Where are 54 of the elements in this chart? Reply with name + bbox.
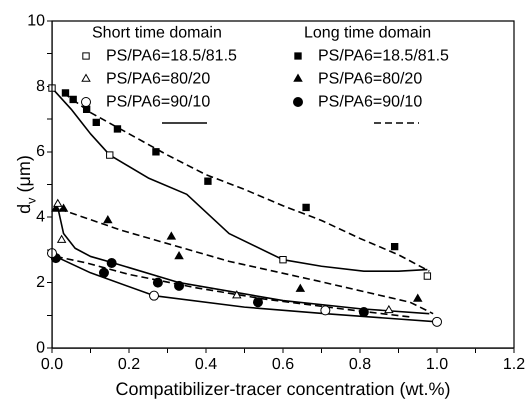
- point: [53, 199, 62, 207]
- y-tick-label: 0: [36, 339, 46, 356]
- x-tick-label: 1.0: [426, 356, 448, 374]
- y-tick-label: 8: [36, 78, 46, 95]
- x-tick-label: 0.4: [194, 356, 218, 374]
- point: [149, 290, 160, 301]
- point: [232, 290, 242, 298]
- point: [204, 178, 212, 185]
- x-tick-label: 0.8: [348, 356, 372, 374]
- point: [279, 256, 287, 264]
- legend-label: PS/PA6=90/10: [106, 93, 210, 110]
- x-tick-label: 0.0: [40, 356, 64, 374]
- point: [302, 204, 310, 212]
- point: [98, 268, 109, 278]
- point: [320, 305, 330, 316]
- x-axis-title: Compatibilizer-tracer concentration (wt.%): [115, 379, 451, 399]
- point: [413, 294, 422, 302]
- annotation: Long time domain: [304, 24, 432, 42]
- x-tick-label: 0.2: [118, 356, 140, 374]
- y-tick-label: 6: [36, 143, 46, 160]
- annotation: Short time domain: [92, 24, 222, 42]
- point: [59, 204, 68, 212]
- point: [82, 106, 90, 113]
- point: [152, 148, 160, 156]
- point: [358, 307, 369, 318]
- y-tick-label: 2: [36, 274, 46, 292]
- point: [106, 258, 117, 268]
- point: [62, 89, 70, 97]
- legend-label: PS/PA6=18.5/81.5: [106, 47, 238, 64]
- y-tick-label: 10: [27, 12, 46, 30]
- y-tick-label: 4: [36, 208, 46, 226]
- point: [92, 118, 100, 126]
- legend-label: PS/PA6=80/20: [318, 70, 422, 88]
- point: [432, 316, 442, 327]
- point: [103, 215, 112, 224]
- point: [114, 125, 122, 133]
- point: [57, 235, 66, 243]
- point: [152, 278, 163, 288]
- y-axis-title: dv (μm): [14, 155, 38, 214]
- point: [174, 251, 184, 260]
- legend-label: PS/PA6=18.5/81.5: [318, 47, 450, 64]
- point: [296, 284, 305, 292]
- point: [106, 151, 114, 159]
- point: [166, 232, 176, 240]
- point: [390, 242, 398, 250]
- legend-label: PS/PA6=90/10: [318, 93, 422, 110]
- point: [252, 297, 263, 308]
- point: [384, 305, 394, 314]
- x-tick-label: 0.6: [272, 356, 294, 374]
- point: [69, 96, 77, 104]
- x-tick-label: 1.2: [502, 356, 526, 374]
- point: [174, 280, 184, 291]
- legend-label: PS/PA6=80/20: [106, 70, 210, 88]
- point: [424, 272, 432, 280]
